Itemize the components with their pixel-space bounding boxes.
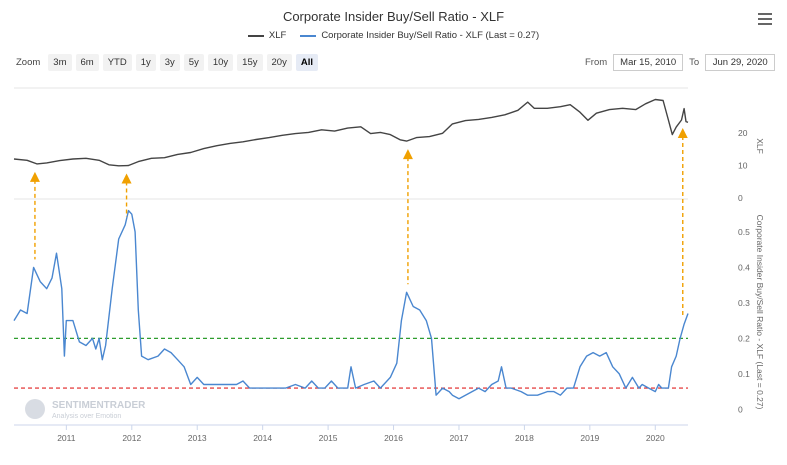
insider-ratio-series-line <box>13 209 689 400</box>
to-label: To <box>689 57 700 68</box>
legend-item-ratio[interactable]: Corporate Insider Buy/Sell Ratio - XLF (… <box>300 30 539 41</box>
legend-label-ratio: Corporate Insider Buy/Sell Ratio - XLF (… <box>321 30 540 41</box>
hamburger-menu-icon[interactable] <box>758 13 772 25</box>
legend-swatch-ratio <box>300 34 317 37</box>
watermark: SENTIMENTRADER Analysis over Emotion <box>25 399 146 420</box>
zoom-button-ytd[interactable]: YTD <box>102 54 132 71</box>
x-tick-label: 2015 <box>319 433 338 443</box>
xlf-series-line <box>13 98 689 167</box>
bottom-y-tick-label: 0.5 <box>738 227 750 237</box>
zoom-button-3y[interactable]: 3y <box>159 54 180 71</box>
to-date-input[interactable]: Jun 29, 2020 <box>705 54 776 71</box>
legend-label-xlf: XLF <box>268 30 287 41</box>
watermark-title: SENTIMENTRADER <box>52 400 146 411</box>
watermark-logo-icon <box>25 399 45 419</box>
legend: XLF Corporate Insider Buy/Sell Ratio - X… <box>0 30 787 41</box>
zoom-button-20y[interactable]: 20y <box>266 54 292 71</box>
bottom-y-tick-label: 0.2 <box>738 333 750 343</box>
zoom-button-6m[interactable]: 6m <box>75 54 99 71</box>
arrow-head-icon-2 <box>402 149 413 160</box>
zoom-controls: Zoom 3m 6m YTD 1y 3y 5y 10y 15y 20y All <box>16 54 318 71</box>
zoom-button-1y[interactable]: 1y <box>135 54 156 71</box>
zoom-button-3m[interactable]: 3m <box>48 54 72 71</box>
top-y-tick-label: 0 <box>738 193 743 203</box>
bottom-y-tick-label: 0 <box>738 404 743 414</box>
x-tick-label: 2018 <box>515 433 534 443</box>
x-tick-label: 2020 <box>646 433 665 443</box>
bottom-y-tick-label: 0.3 <box>738 298 750 308</box>
bottom-axis-title: Corporate Insider Buy/Sell Ratio - XLF (… <box>755 215 765 410</box>
bottom-y-tick-label: 0.1 <box>738 369 750 379</box>
watermark-subtitle: Analysis over Emotion <box>52 413 121 420</box>
zoom-button-5y[interactable]: 5y <box>183 54 204 71</box>
from-date-input[interactable]: Mar 15, 2010 <box>613 54 684 71</box>
legend-swatch-xlf <box>247 34 264 37</box>
zoom-label: Zoom <box>16 57 41 68</box>
zoom-button-all[interactable]: All <box>295 54 318 71</box>
zoom-button-15y[interactable]: 15y <box>237 54 263 71</box>
chart-title: Corporate Insider Buy/Sell Ratio - XLF <box>282 9 505 24</box>
x-tick-label: 2019 <box>580 433 599 443</box>
arrow-head-icon-0 <box>29 171 40 182</box>
legend-item-xlf[interactable]: XLF <box>247 30 287 41</box>
top-axis-title: XLF <box>755 138 765 154</box>
arrow-head-icon-1 <box>121 173 132 184</box>
from-label: From <box>585 57 608 68</box>
x-tick-label: 2016 <box>384 433 403 443</box>
x-tick-label: 2014 <box>253 433 272 443</box>
x-tick-label: 2012 <box>122 433 141 443</box>
arrow-head-icon-3 <box>677 128 688 138</box>
date-range: From Mar 15, 2010 To Jun 29, 2020 <box>585 54 776 71</box>
x-tick-label: 2011 <box>57 433 76 443</box>
top-y-tick-label: 10 <box>738 161 748 171</box>
bottom-y-tick-label: 0.4 <box>738 262 750 272</box>
top-y-tick-label: 20 <box>738 128 748 138</box>
x-tick-label: 2017 <box>450 433 469 443</box>
zoom-button-10y[interactable]: 10y <box>207 54 234 71</box>
x-tick-label: 2013 <box>188 433 207 443</box>
